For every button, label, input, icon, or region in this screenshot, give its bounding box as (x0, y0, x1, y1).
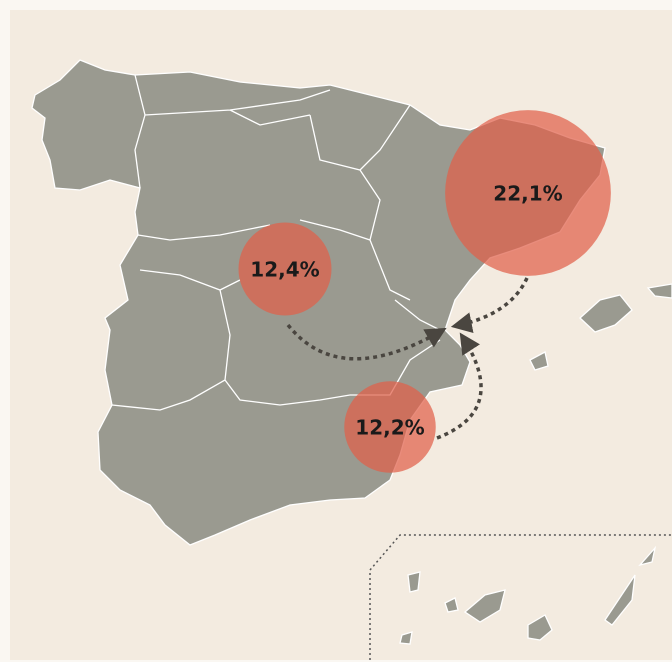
bubble (445, 110, 611, 276)
island (444, 597, 459, 613)
bubbles: 22,1% 12,4% 12,2% (238, 110, 611, 473)
bubble-label: 22,1% (493, 182, 562, 206)
island (638, 545, 657, 567)
arrows (286, 277, 529, 440)
region-line (111, 74, 441, 411)
island (604, 574, 636, 626)
island (646, 283, 672, 299)
inset-border (369, 534, 672, 660)
bubble (238, 222, 332, 316)
bubble (344, 381, 436, 473)
island (407, 571, 421, 593)
island (399, 631, 413, 645)
bubble-label: 12,4% (250, 258, 319, 282)
island (529, 351, 549, 371)
island (463, 589, 506, 623)
bubble-label: 12,2% (355, 416, 424, 440)
island (579, 294, 633, 333)
arrow (286, 323, 447, 361)
island (527, 614, 553, 641)
arrow (450, 277, 529, 333)
arrow (436, 332, 483, 440)
